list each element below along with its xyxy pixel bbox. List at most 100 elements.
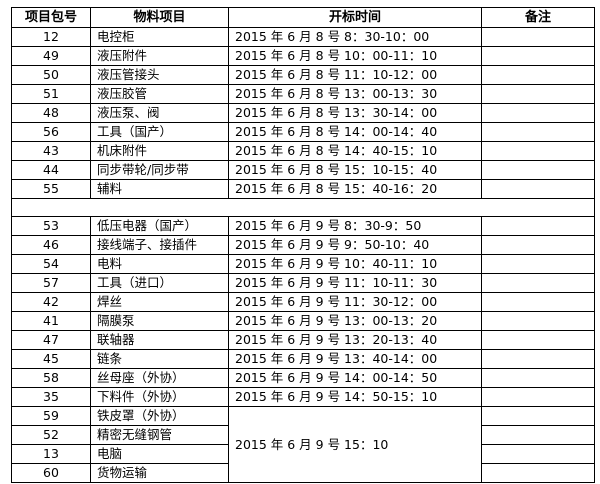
remarks <box>481 84 595 104</box>
separator-cell <box>11 198 595 217</box>
table-row: 56 工具（国产） 2015 年 6 月 8 号 14：00-14：40 <box>11 122 595 142</box>
remarks <box>481 425 595 445</box>
material-item: 液压附件 <box>90 46 229 66</box>
package-no: 56 <box>11 122 91 142</box>
material-item: 工具（国产） <box>90 122 229 142</box>
material-item: 精密无缝钢管 <box>90 425 229 445</box>
bid-time: 2015 年 6 月 9 号 10：40-11：10 <box>228 254 482 274</box>
package-no: 52 <box>11 425 91 445</box>
package-no: 53 <box>11 216 91 236</box>
package-no: 47 <box>11 330 91 350</box>
remarks <box>481 444 595 464</box>
remarks <box>481 406 595 426</box>
bid-time: 2015 年 6 月 9 号 14：50-15：10 <box>228 387 482 407</box>
material-item: 下料件（外协） <box>90 387 229 407</box>
remarks <box>481 160 595 180</box>
remarks <box>481 273 595 293</box>
bid-schedule-table: 项目包号 物料项目 开标时间 备注 12 电控柜 2015 年 6 月 8 号 8：… <box>11 7 595 483</box>
remarks <box>481 122 595 142</box>
table-row: 35 下料件（外协） 2015 年 6 月 9 号 14：50-15：10 <box>11 387 595 407</box>
remarks <box>481 349 595 369</box>
remarks <box>481 235 595 255</box>
material-item: 焊丝 <box>90 292 229 312</box>
table-row: 58 丝母座（外协） 2015 年 6 月 9 号 14：00-14：50 <box>11 368 595 388</box>
package-no: 48 <box>11 103 91 123</box>
package-no: 44 <box>11 160 91 180</box>
material-item: 联轴器 <box>90 330 229 350</box>
remarks <box>481 179 595 199</box>
material-item: 液压胶管 <box>90 84 229 104</box>
package-no: 59 <box>11 406 91 426</box>
table-row: 12 电控柜 2015 年 6 月 8 号 8：30-10：00 <box>11 27 595 47</box>
table-row: 13 电脑 <box>11 444 595 464</box>
material-item: 同步带轮/同步带 <box>90 160 229 180</box>
bid-time: 2015 年 6 月 8 号 13：30-14：00 <box>228 103 482 123</box>
package-no: 41 <box>11 311 91 331</box>
table-row: 41 隔膜泵 2015 年 6 月 9 号 13：00-13：20 <box>11 311 595 331</box>
header-material-item: 物料项目 <box>90 7 229 28</box>
package-no: 45 <box>11 349 91 369</box>
bid-time: 2015 年 6 月 8 号 11：10-12：00 <box>228 65 482 85</box>
remarks <box>481 330 595 350</box>
remarks <box>481 141 595 161</box>
bid-time: 2015 年 6 月 8 号 14：00-14：40 <box>228 122 482 142</box>
bid-time: 2015 年 6 月 9 号 13：40-14：00 <box>228 349 482 369</box>
table-row: 51 液压胶管 2015 年 6 月 8 号 13：00-13：30 <box>11 84 595 104</box>
material-item: 低压电器（国产） <box>90 216 229 236</box>
table-row: 42 焊丝 2015 年 6 月 9 号 11：30-12：00 <box>11 292 595 312</box>
material-item: 液压管接头 <box>90 65 229 85</box>
material-item: 电料 <box>90 254 229 274</box>
material-item: 丝母座（外协） <box>90 368 229 388</box>
material-item: 隔膜泵 <box>90 311 229 331</box>
table-row: 45 链条 2015 年 6 月 9 号 13：40-14：00 <box>11 349 595 369</box>
package-no: 51 <box>11 84 91 104</box>
remarks <box>481 254 595 274</box>
bid-time: 2015 年 6 月 8 号 13：00-13：30 <box>228 84 482 104</box>
material-item: 电控柜 <box>90 27 229 47</box>
bid-time: 2015 年 6 月 8 号 15：40-16：20 <box>228 179 482 199</box>
table-row: 57 工具（进口） 2015 年 6 月 9 号 11：10-11：30 <box>11 273 595 293</box>
header-remarks: 备注 <box>481 7 595 28</box>
bid-time: 2015 年 6 月 8 号 10：00-11：10 <box>228 46 482 66</box>
remarks <box>481 368 595 388</box>
bid-time: 2015 年 6 月 9 号 11：10-11：30 <box>228 273 482 293</box>
package-no: 55 <box>11 179 91 199</box>
table-row: 48 液压泵、阀 2015 年 6 月 8 号 13：30-14：00 <box>11 103 595 123</box>
bid-time: 2015 年 6 月 9 号 14：00-14：50 <box>228 368 482 388</box>
table-row: 50 液压管接头 2015 年 6 月 8 号 11：10-12：00 <box>11 65 595 85</box>
material-item: 链条 <box>90 349 229 369</box>
table-row: 44 同步带轮/同步带 2015 年 6 月 8 号 15：10-15：40 <box>11 160 595 180</box>
package-no: 58 <box>11 368 91 388</box>
package-no: 42 <box>11 292 91 312</box>
bid-time: 2015 年 6 月 9 号 8：30-9：50 <box>228 216 482 236</box>
bid-time: 2015 年 6 月 8 号 15：10-15：40 <box>228 160 482 180</box>
header-row: 项目包号 物料项目 开标时间 备注 <box>11 7 595 28</box>
table-row: 54 电料 2015 年 6 月 9 号 10：40-11：10 <box>11 254 595 274</box>
table-row: 46 接线端子、接插件 2015 年 6 月 9 号 9：50-10：40 <box>11 235 595 255</box>
bid-time-merged: 2015 年 6 月 9 号 15：10 <box>228 406 482 483</box>
package-no: 54 <box>11 254 91 274</box>
package-no: 46 <box>11 235 91 255</box>
bid-time: 2015 年 6 月 8 号 8：30-10：00 <box>228 27 482 47</box>
package-no: 60 <box>11 463 91 483</box>
remarks <box>481 65 595 85</box>
header-bid-time: 开标时间 <box>228 7 482 28</box>
material-item: 铁皮罩（外协） <box>90 406 229 426</box>
table-row: 47 联轴器 2015 年 6 月 9 号 13：20-13：40 <box>11 330 595 350</box>
remarks <box>481 46 595 66</box>
bid-time: 2015 年 6 月 9 号 9：50-10：40 <box>228 235 482 255</box>
material-item: 机床附件 <box>90 141 229 161</box>
remarks <box>481 27 595 47</box>
package-no: 35 <box>11 387 91 407</box>
remarks <box>481 463 595 483</box>
package-no: 50 <box>11 65 91 85</box>
table-row: 55 辅料 2015 年 6 月 8 号 15：40-16：20 <box>11 179 595 199</box>
remarks <box>481 292 595 312</box>
package-no: 43 <box>11 141 91 161</box>
bid-time: 2015 年 6 月 9 号 13：00-13：20 <box>228 311 482 331</box>
table-row: 60 货物运输 <box>11 463 595 483</box>
package-no: 49 <box>11 46 91 66</box>
bid-time: 2015 年 6 月 9 号 13：20-13：40 <box>228 330 482 350</box>
remarks <box>481 103 595 123</box>
material-item: 辅料 <box>90 179 229 199</box>
